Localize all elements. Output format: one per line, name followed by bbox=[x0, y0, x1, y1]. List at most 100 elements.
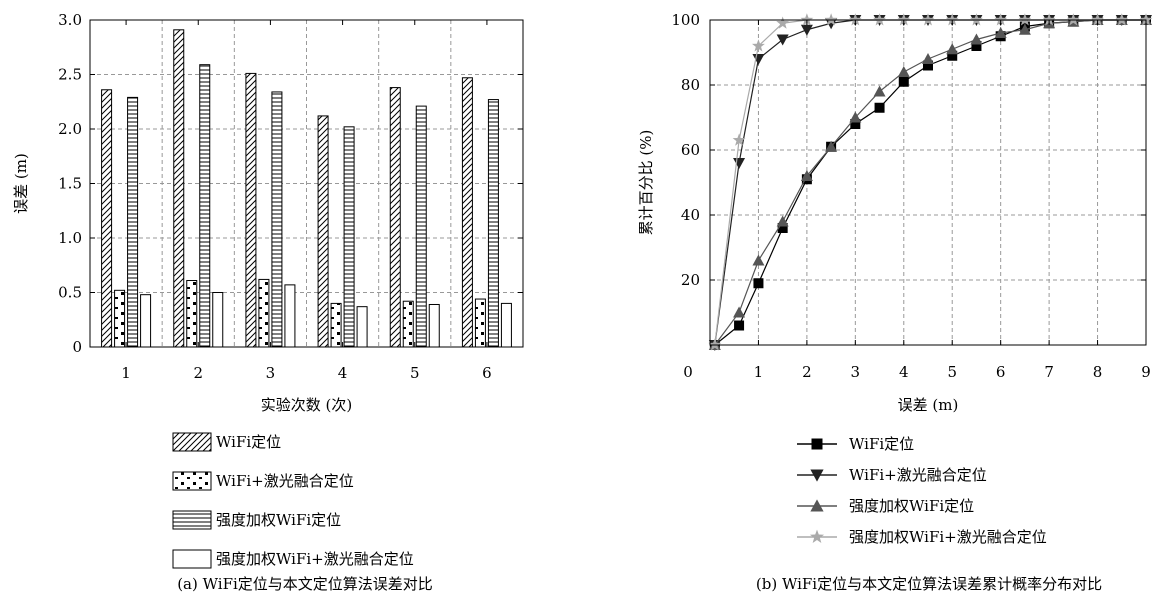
x-tick-label: 8 bbox=[1093, 363, 1103, 381]
y-tick-label: 40 bbox=[681, 206, 700, 224]
y-tick-label: 80 bbox=[681, 76, 700, 94]
bar-chart-y-axis-label: 误差 (m) bbox=[12, 153, 30, 214]
legend-swatch bbox=[172, 471, 212, 491]
data-point-triangle-up bbox=[1018, 23, 1031, 35]
data-point-star bbox=[752, 39, 765, 52]
legend-swatch bbox=[172, 432, 212, 452]
bar bbox=[173, 29, 185, 348]
data-point-triangle-down bbox=[810, 469, 824, 482]
data-point-triangle-up bbox=[994, 27, 1007, 38]
data-point-star bbox=[809, 529, 825, 544]
bar bbox=[245, 72, 257, 348]
bar bbox=[500, 302, 512, 348]
data-point-triangle-up bbox=[897, 66, 910, 77]
data-point-square bbox=[923, 60, 933, 71]
y-tick-label: 60 bbox=[681, 141, 700, 159]
bar bbox=[140, 294, 152, 348]
data-point-square bbox=[874, 102, 885, 113]
data-point-triangle-up bbox=[810, 499, 824, 512]
bar bbox=[389, 87, 401, 348]
bar bbox=[212, 292, 224, 348]
data-point-triangle-up bbox=[825, 140, 838, 152]
data-point-star bbox=[776, 16, 790, 29]
y-tick-label: 100 bbox=[671, 11, 700, 29]
data-point-triangle-up bbox=[849, 111, 862, 123]
data-point-triangle-up bbox=[733, 306, 746, 318]
x-tick-label: 4 bbox=[899, 363, 909, 381]
data-point-triangle-down bbox=[825, 18, 838, 30]
x-tick-label: 6 bbox=[482, 364, 492, 382]
data-point-square bbox=[811, 438, 823, 450]
data-point-star bbox=[824, 13, 838, 26]
legend-label: 强度加权WiFi定位 bbox=[849, 497, 974, 515]
bar bbox=[199, 64, 211, 348]
data-point-star bbox=[994, 13, 1008, 26]
bar bbox=[271, 91, 283, 348]
x-tick-label: 5 bbox=[947, 363, 957, 381]
bar bbox=[402, 300, 414, 348]
line-chart-caption: (b) WiFi定位与本文定位算法误差累计概率分布对比 bbox=[756, 575, 1102, 593]
data-point-star bbox=[1066, 13, 1080, 26]
data-point-star bbox=[897, 13, 911, 26]
x-tick-label: 4 bbox=[338, 364, 348, 382]
data-point-star bbox=[1115, 13, 1129, 26]
line-chart-y-axis-label: 累计百分比 (%) bbox=[637, 130, 655, 236]
data-point-triangle-down bbox=[733, 158, 746, 169]
y-tick-label: 1.5 bbox=[58, 175, 82, 193]
bar bbox=[284, 284, 296, 348]
bar bbox=[415, 105, 427, 348]
data-point-triangle-down bbox=[776, 34, 789, 46]
data-point-square bbox=[753, 278, 764, 289]
data-point-star bbox=[732, 133, 746, 146]
data-point-triangle-up bbox=[922, 53, 934, 64]
bar bbox=[487, 99, 499, 348]
data-point-triangle-up bbox=[800, 170, 813, 181]
data-point-triangle-down bbox=[752, 54, 765, 65]
bar bbox=[101, 89, 113, 348]
bar bbox=[356, 306, 368, 348]
data-point-star bbox=[848, 13, 862, 26]
line-chart-series bbox=[708, 13, 1153, 351]
y-tick-label: 2.5 bbox=[58, 66, 82, 84]
bar bbox=[461, 77, 473, 348]
x-tick-label: 2 bbox=[193, 364, 203, 382]
data-point-square bbox=[971, 41, 982, 51]
data-point-star bbox=[1042, 13, 1056, 26]
x-tick-label: 9 bbox=[1141, 363, 1151, 381]
data-point-square bbox=[850, 119, 861, 129]
bar bbox=[474, 298, 486, 348]
data-point-star bbox=[800, 13, 814, 26]
line-chart-grid bbox=[710, 20, 1146, 345]
y-tick-label: 2.0 bbox=[58, 120, 82, 138]
bar-chart: 0 0.5 1.0 1.5 2.0 2.5 3.0 1 2 3 4 5 6 实验次数 (次) 误差 (… bbox=[12, 11, 524, 593]
x-tick-label: 5 bbox=[410, 364, 420, 382]
legend-label: WiFi+激光融合定位 bbox=[216, 472, 354, 490]
legend-swatch bbox=[172, 510, 212, 530]
line-chart-x-ticks: 0 1 2 3 4 5 6 7 8 9 bbox=[683, 20, 1151, 381]
data-point-triangle-up bbox=[946, 43, 959, 55]
y-tick-label: 20 bbox=[681, 271, 700, 289]
legend-label: WiFi定位 bbox=[216, 433, 281, 451]
y-tick-label: 0 bbox=[72, 338, 82, 356]
legend-label: 强度加权WiFi+激光融合定位 bbox=[849, 528, 1047, 546]
data-point-triangle-up bbox=[970, 33, 983, 45]
bar bbox=[127, 96, 139, 348]
bar-chart-grid bbox=[90, 20, 523, 347]
data-point-star bbox=[708, 338, 722, 351]
data-point-triangle-up bbox=[776, 215, 789, 227]
data-point-star bbox=[873, 13, 886, 26]
x-tick-label: 1 bbox=[121, 364, 131, 382]
data-point-square bbox=[898, 76, 909, 87]
y-tick-label: 3.0 bbox=[58, 11, 82, 29]
x-tick-label: 6 bbox=[996, 363, 1006, 381]
data-point-triangle-up bbox=[873, 85, 886, 97]
bar bbox=[343, 126, 355, 348]
data-point-triangle-up bbox=[752, 254, 765, 266]
line-chart-x-axis-label: 误差 (m) bbox=[898, 396, 959, 414]
bar bbox=[330, 302, 342, 348]
legend-label: 强度加权WiFi+激光融合定位 bbox=[216, 550, 414, 568]
x-tick-label: 7 bbox=[1044, 363, 1054, 381]
bar-chart-bars bbox=[101, 29, 512, 348]
x-tick-label: 3 bbox=[851, 363, 861, 381]
